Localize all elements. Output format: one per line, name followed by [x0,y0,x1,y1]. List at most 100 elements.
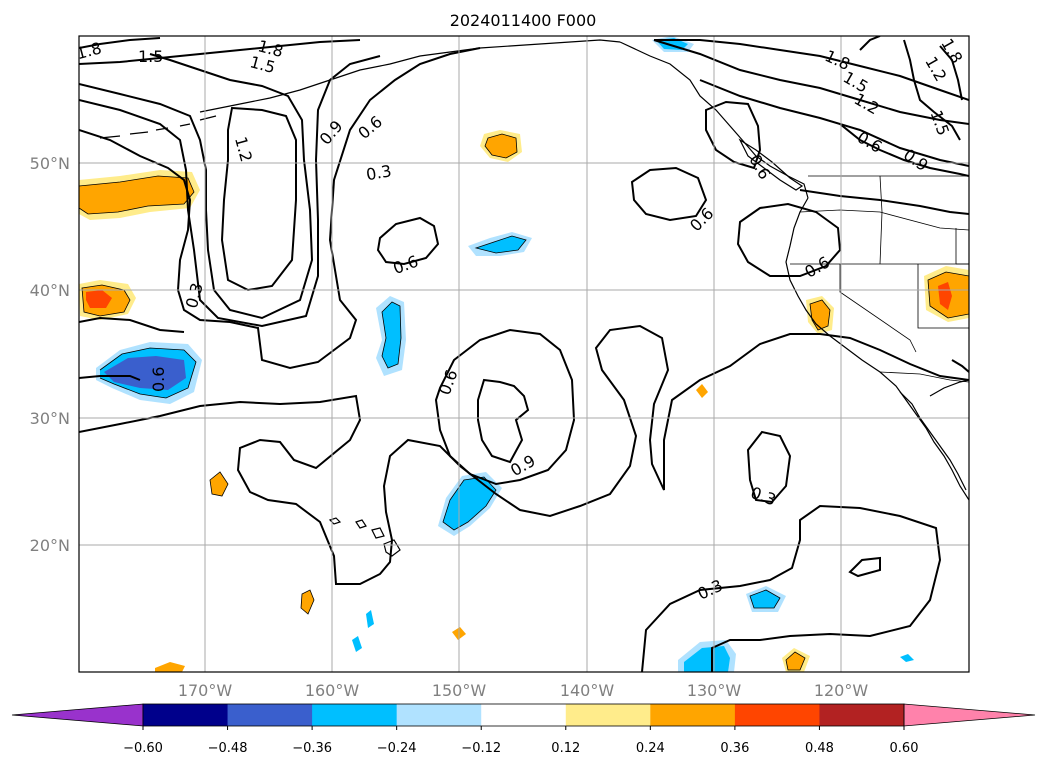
contour-line [736,202,842,277]
coastline-baja [899,391,967,491]
fill-negative [104,356,186,390]
colorbar-segments [11,703,1036,727]
longitude-labels: 170°W 160°W 150°W 140°W 130°W 120°W [178,681,869,700]
lon-label-120w: 120°W [814,681,869,700]
colorbar-segment [650,704,736,726]
contour-line [79,316,185,333]
map-panel: 1.8 1.5 1.8 1.5 1.2 0.9 0.6 0.3 0.6 0.3 … [78,35,970,673]
lon-label-150w: 150°W [432,681,487,700]
colorbar-extend-max [903,703,1036,727]
gridlines [79,36,969,672]
fill-negative [443,477,496,530]
fill-positive [696,384,708,398]
contour-label: 1.5 [138,47,163,66]
outline-positive [300,589,315,615]
contour-line [839,123,969,177]
lon-label-140w: 140°W [560,681,615,700]
map-frame [78,35,970,673]
contour-line [376,216,440,266]
colorbar-segment [819,704,905,726]
fill-negative [366,610,374,628]
fill-negative [750,590,780,608]
fill-positive [786,652,805,670]
lon-label-160w: 160°W [305,681,360,700]
contour-line [630,166,708,222]
contour-line [653,39,969,125]
fill-positive [210,472,228,496]
outline-positive [927,271,969,319]
fill-negative [684,646,730,672]
contour-line [79,47,481,370]
contour-line [220,106,297,292]
colorbar-tick-label: −0.12 [461,741,501,756]
outline-negative [381,301,402,369]
lat-label-20n: 20°N [30,536,70,555]
contour-line [859,36,881,51]
border-ut [955,228,969,265]
colorbar-tick-label: 0.60 [890,741,919,756]
outline-negative [99,347,197,399]
colorbar-tick-label: 0.24 [636,741,665,756]
colorbar-frame [142,703,905,727]
contour-line [951,359,969,373]
colorbar-segment [481,704,567,726]
lon-label-130w: 130°W [687,681,742,700]
outline-negative [442,476,497,531]
coastline-us-west [785,197,969,501]
outline-positive [79,175,195,215]
colorbar-tick-label: −0.60 [123,741,163,756]
lat-label-30n: 30°N [30,409,70,428]
contour-line [939,45,963,101]
contour-line [654,39,969,101]
map-background [79,36,969,672]
contour-line [903,39,961,141]
colorbar-segment [396,704,482,726]
colorbar-tick-label: −0.36 [292,741,332,756]
colorbar-extend-min [11,703,144,727]
fill-negative [382,302,401,368]
colorbar-tick-label: 0.48 [805,741,834,756]
colorbar-tick-labels: −0.60 −0.48 −0.36 −0.24 −0.12 0.12 0.24 0.36 0.4… [123,726,918,756]
outline-positive [809,299,831,331]
contour-lines [79,36,969,672]
contour-line [746,430,792,504]
coastline-gulf [929,379,969,397]
fill-negative [476,236,526,253]
contour-line [705,100,762,170]
anomaly-outlines [79,133,969,671]
contour-label: 0.3 [365,161,393,184]
border-us-mexico [879,371,969,383]
colorbar: −0.60 −0.48 −0.36 −0.24 −0.12 0.12 0.24 0.36 0.4… [11,703,1036,756]
contour-line [434,328,576,486]
outline-negative [749,589,781,609]
lon-label-170w: 170°W [178,681,233,700]
outline-negative [474,235,527,254]
border-id-or [879,175,883,265]
colorbar-segment [565,704,651,726]
outline-positive [785,651,806,671]
lat-label-50n: 50°N [30,154,70,173]
fill-negative [352,636,362,652]
fill-positive [79,176,194,214]
lat-label-40n: 40°N [30,281,70,300]
contour-line [848,556,881,578]
colorbar-tick-label: 0.36 [720,741,749,756]
coastline-alaska [199,39,621,113]
outline-positive [484,133,518,159]
coastline-aleutians [99,115,217,139]
contour-line [477,378,530,464]
fill-positive [301,590,314,614]
outline-positive [81,284,131,317]
latitude-labels: 50°N 40°N 30°N 20°N [30,154,70,555]
fill-positive [938,282,952,310]
coastline-hawaii-2 [355,519,367,529]
state-borders [790,175,969,383]
contour-line [799,189,969,215]
contour-line [79,53,314,320]
contour-line [79,39,361,65]
outline-positive [209,471,229,497]
colorbar-tick-label: −0.48 [208,741,248,756]
contour-label: 0.6 [149,367,168,392]
colorbar-segment [734,704,820,726]
map-title: 2024011400 F000 [450,11,597,30]
